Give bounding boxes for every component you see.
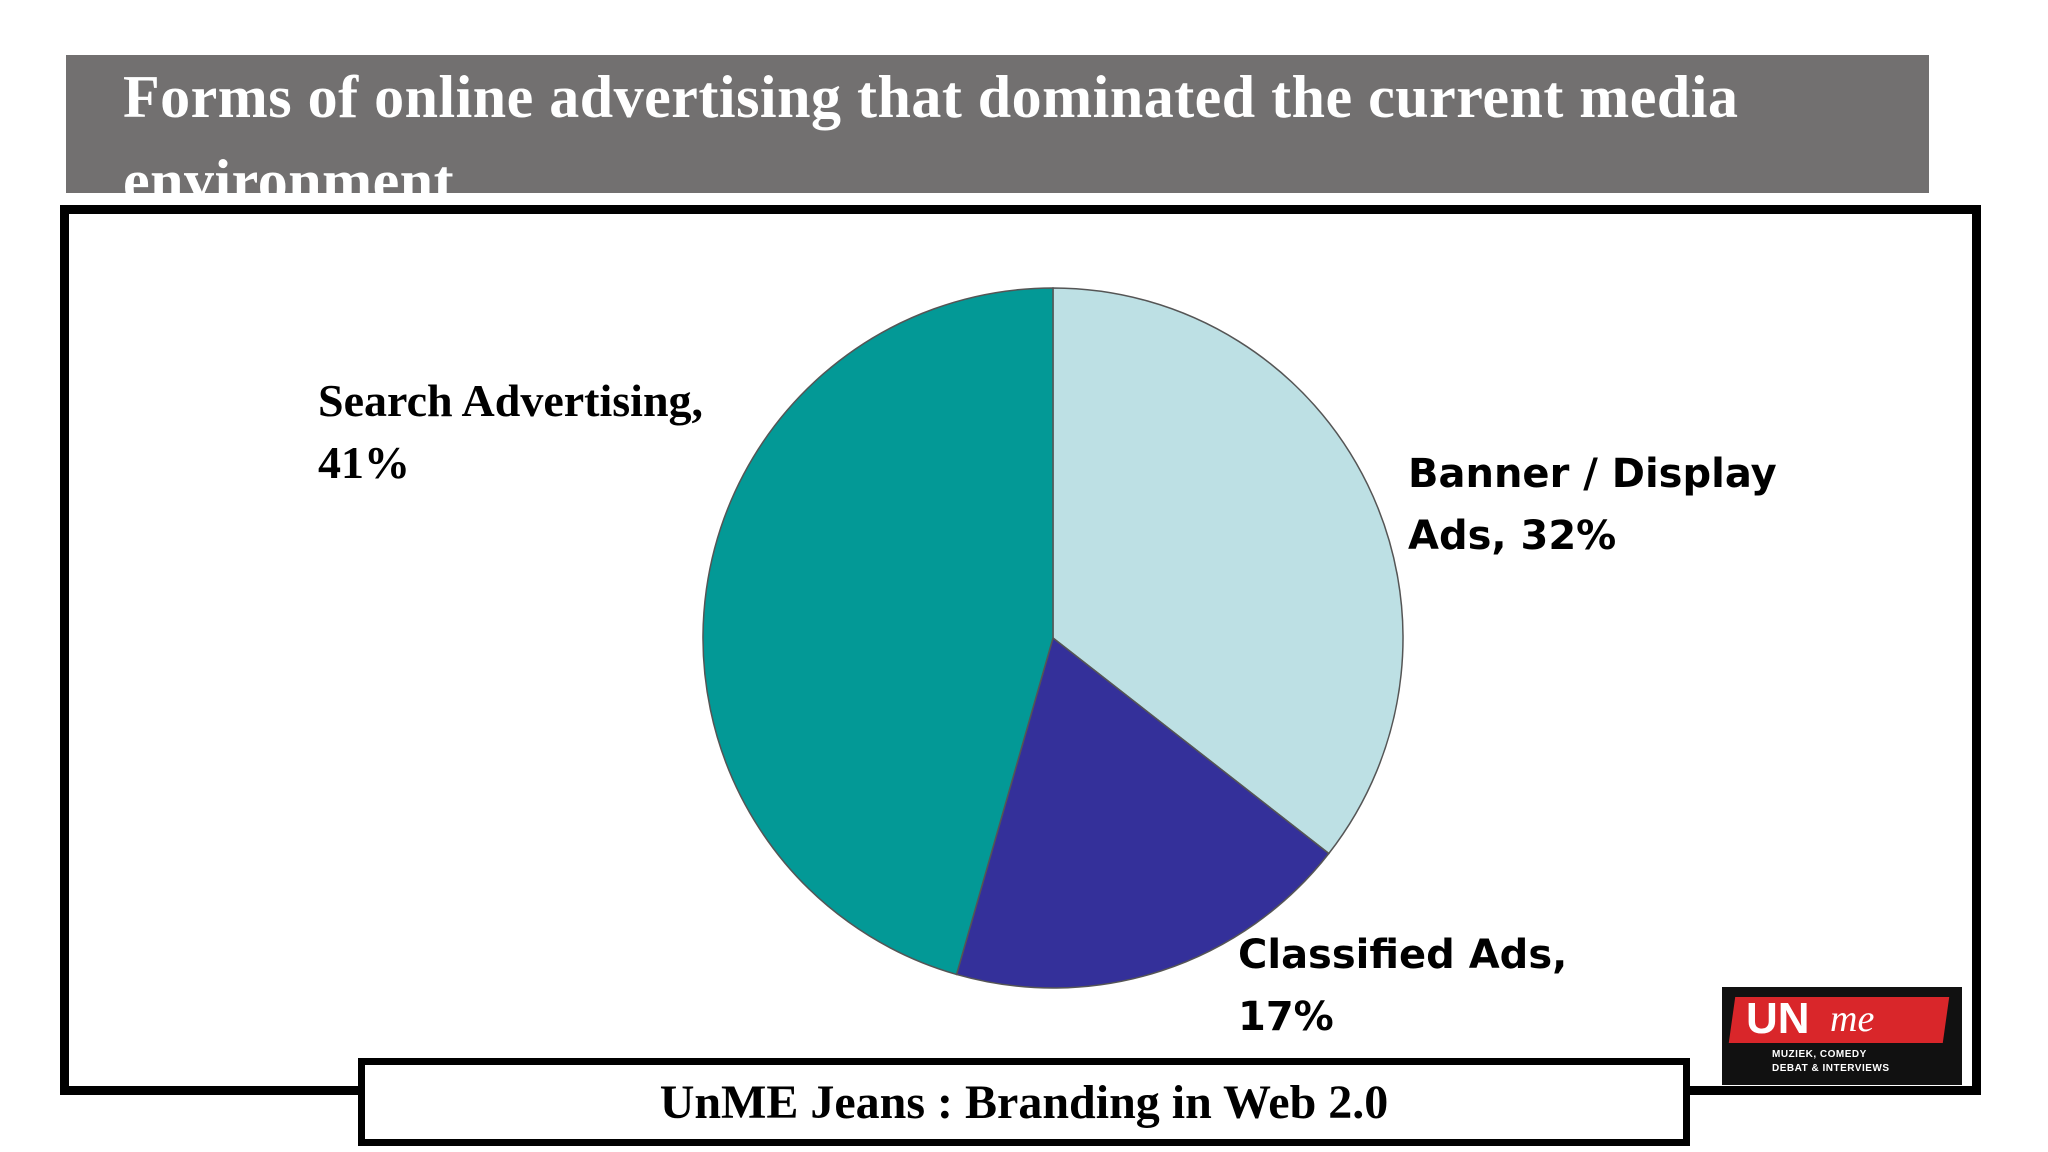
logo-main-text: UN xyxy=(1746,994,1810,1043)
slide-title: Forms of online advertising that dominat… xyxy=(123,64,1739,193)
label-classified-ads-name: Classified Ads, xyxy=(1238,932,1568,978)
logo-tagline-1: MUZIEK, COMEDY xyxy=(1772,1049,1867,1060)
unme-logo: UN me MUZIEK, COMEDY DEBAT & INTERVIEWS xyxy=(1722,987,1962,1085)
pie-slice-search-advertising xyxy=(702,287,1054,976)
label-search-advertising: Search Advertising, 41% xyxy=(318,370,703,494)
footer-text: UnME Jeans : Branding in Web 2.0 xyxy=(659,1075,1389,1129)
label-banner-display-ads-name: Banner / Display xyxy=(1408,451,1777,497)
pie-slice-banner-display-ads xyxy=(1052,287,1404,855)
logo-script-text: me xyxy=(1830,998,1875,1040)
label-search-advertising-name: Search Advertising, xyxy=(318,375,704,426)
footer-box: UnME Jeans : Branding in Web 2.0 xyxy=(358,1058,1690,1146)
label-classified-ads: Classified Ads, 17% xyxy=(1238,924,1567,1048)
title-bar: Forms of online advertising that dominat… xyxy=(66,55,1929,193)
pie-slice-classified-ads xyxy=(955,636,1330,989)
label-banner-display-ads: Banner / Display Ads, 32% xyxy=(1408,443,1777,567)
label-classified-ads-value: 17% xyxy=(1238,994,1334,1040)
label-banner-display-ads-value: Ads, 32% xyxy=(1408,513,1617,559)
logo-tagline-2: DEBAT & INTERVIEWS xyxy=(1772,1063,1890,1074)
label-search-advertising-value: 41% xyxy=(318,437,410,488)
